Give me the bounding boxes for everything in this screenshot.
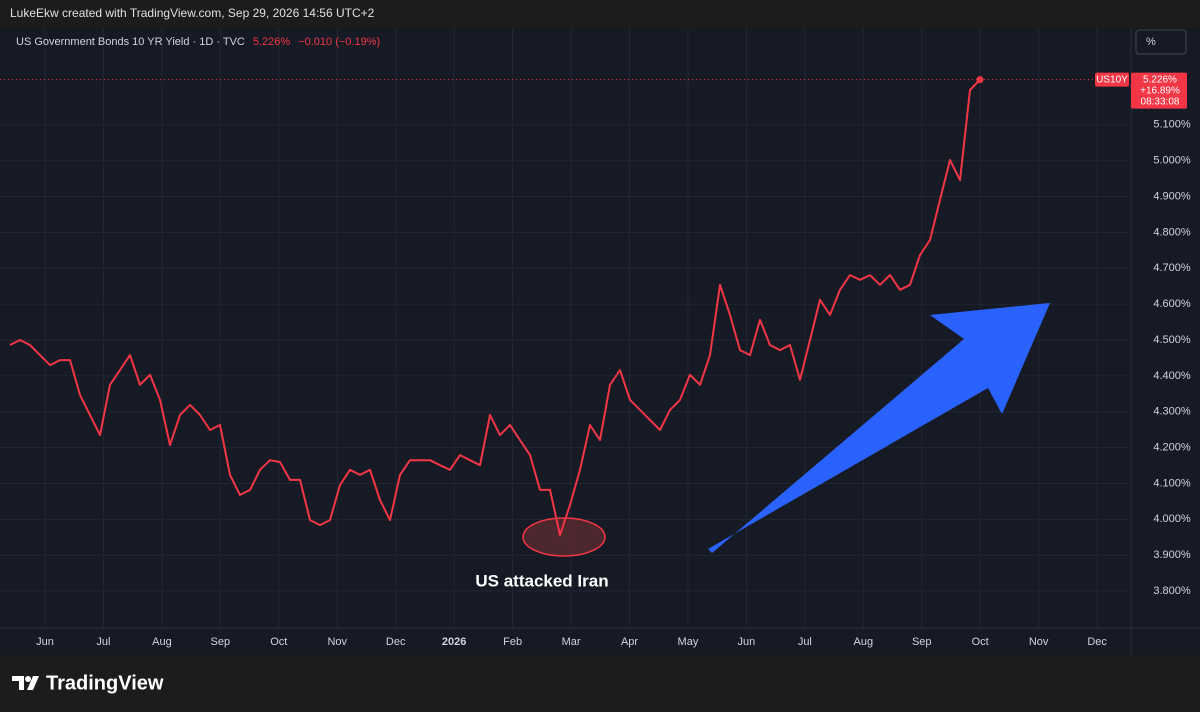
x-tick-label: Sep bbox=[211, 636, 231, 648]
x-tick-label: Aug bbox=[152, 636, 172, 648]
logo-icon bbox=[25, 676, 31, 682]
y-tick-label: 4.800% bbox=[1153, 226, 1191, 238]
series-tag bbox=[1095, 72, 1129, 87]
y-tick-label: 4.000% bbox=[1153, 513, 1191, 525]
y-tick-label: 4.400% bbox=[1153, 370, 1191, 382]
x-tick-label: Sep bbox=[912, 636, 932, 648]
highlight-ellipse bbox=[522, 517, 606, 557]
series-line bbox=[9, 78, 981, 537]
logo-icon bbox=[12, 676, 39, 690]
y-tick-label: 4.600% bbox=[1153, 298, 1191, 310]
x-tick-label: Jun bbox=[36, 636, 54, 648]
logo: TradingView bbox=[12, 672, 164, 694]
scale-button[interactable] bbox=[1135, 29, 1187, 55]
x-tick-label: Dec bbox=[386, 636, 406, 648]
x-tick-label: Oct bbox=[270, 636, 287, 648]
change: −0.010 (−0.19%) bbox=[298, 36, 380, 48]
brand: TradingView bbox=[46, 672, 164, 694]
annotation: US attacked Iran bbox=[475, 571, 608, 590]
x-tick-label: Dec bbox=[1087, 636, 1107, 648]
x-tick-label: Aug bbox=[854, 636, 874, 648]
y-tick-label: 4.500% bbox=[1153, 334, 1191, 346]
y-tick-label: 4.100% bbox=[1153, 477, 1191, 489]
series-name: US10Y bbox=[1096, 74, 1128, 85]
symbol-info: US Government Bonds 10 YR Yield · 1D · T… bbox=[16, 36, 380, 48]
plot bbox=[0, 76, 1131, 537]
price: 5.226% bbox=[253, 36, 291, 48]
y-tick-label: 5.000% bbox=[1153, 155, 1191, 167]
x-tick-label: Oct bbox=[972, 636, 989, 648]
price-tag-label: 08:33:08 bbox=[1141, 96, 1180, 107]
y-tick-label: 3.900% bbox=[1153, 549, 1191, 561]
price-tag-label: 5.226% bbox=[1143, 74, 1177, 85]
x-tick-label: Nov bbox=[327, 636, 347, 648]
x-tick-label: Jul bbox=[798, 636, 812, 648]
x-tick-label: Mar bbox=[562, 636, 581, 648]
x-tick-label: Apr bbox=[621, 636, 638, 648]
scale-button-label[interactable]: % bbox=[1146, 36, 1156, 48]
top-bar bbox=[0, 0, 1200, 28]
footer-bar bbox=[0, 655, 1200, 712]
credit: LukeEkw created with TradingView.com, Se… bbox=[10, 6, 375, 20]
y-tick-label: 4.200% bbox=[1153, 442, 1191, 454]
symbol: US Government Bonds 10 YR Yield · 1D · T… bbox=[16, 36, 245, 48]
y-tick-label: 4.700% bbox=[1153, 262, 1191, 274]
y-tick-label: 4.300% bbox=[1153, 406, 1191, 418]
price-tag bbox=[1131, 72, 1187, 109]
trend-arrow bbox=[708, 303, 1050, 553]
y-tick-label: 4.900% bbox=[1153, 190, 1191, 202]
x-tick-label: May bbox=[678, 636, 699, 648]
y-tick-label: 5.100% bbox=[1153, 119, 1191, 131]
last-point bbox=[976, 76, 984, 84]
x-tick-label: 2026 bbox=[442, 636, 466, 648]
y-tick-label: 3.800% bbox=[1153, 585, 1191, 597]
x-tick-label: Jun bbox=[738, 636, 756, 648]
x-tick-label: Jul bbox=[96, 636, 110, 648]
x-tick-label: Feb bbox=[503, 636, 522, 648]
x-tick-label: Nov bbox=[1029, 636, 1049, 648]
price-tag-label: +16.89% bbox=[1140, 85, 1180, 96]
